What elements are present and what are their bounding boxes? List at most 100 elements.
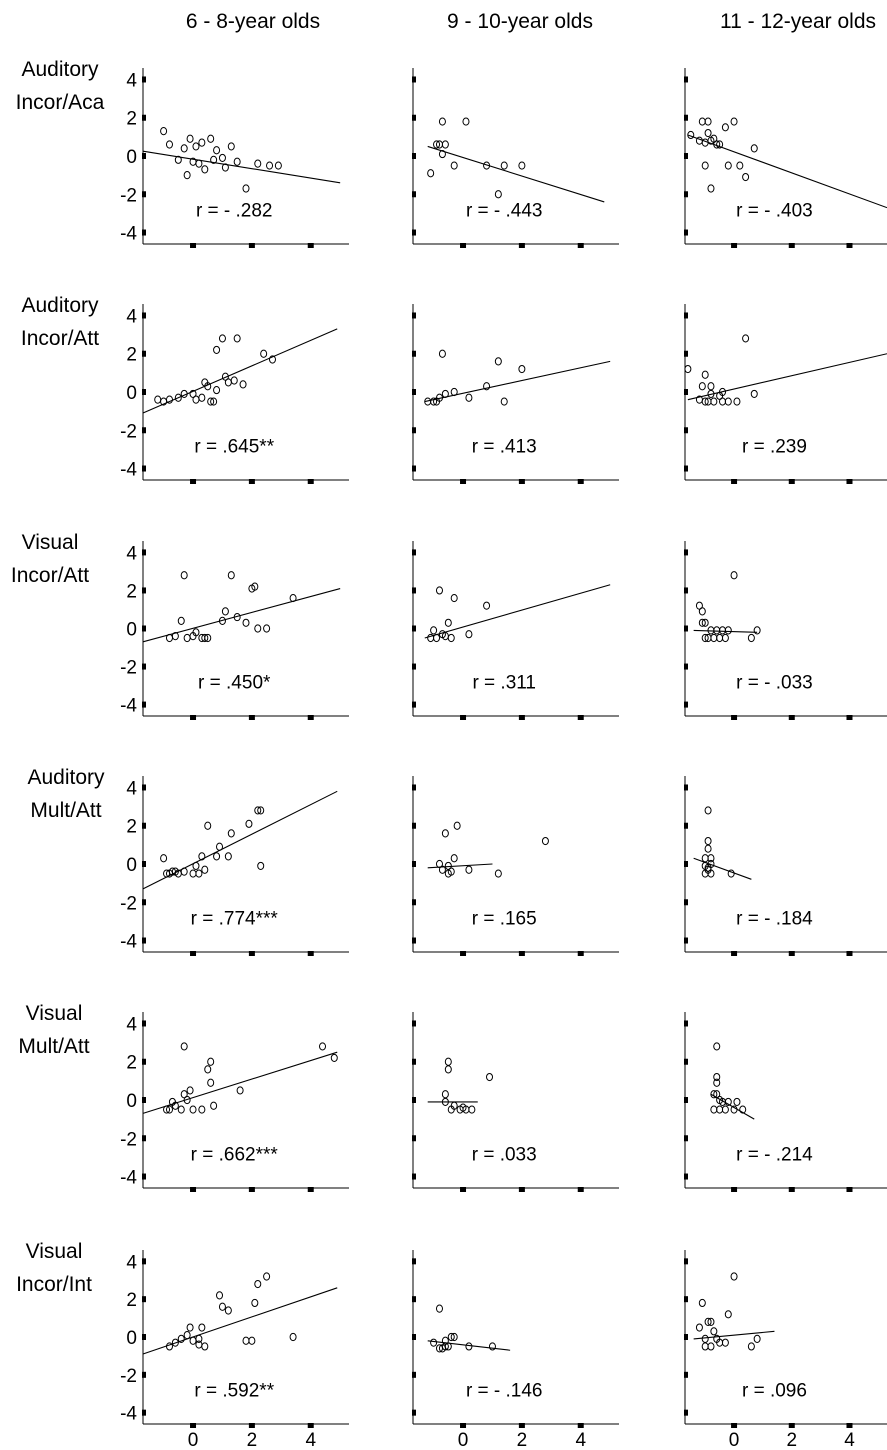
- y-tick: [142, 701, 146, 708]
- y-tick: [142, 822, 146, 829]
- y-tick: [684, 191, 688, 198]
- data-point: [204, 1065, 212, 1074]
- x-tick: [460, 1423, 467, 1428]
- data-point: [189, 1336, 197, 1345]
- data-point: [165, 633, 173, 643]
- x-tick: [307, 1423, 314, 1428]
- data-point: [433, 140, 441, 149]
- correlation-label: r = - .214: [736, 1144, 813, 1165]
- y-tick: [142, 899, 146, 906]
- data-point: [254, 1279, 262, 1289]
- y-tick: [684, 1334, 688, 1340]
- y-tick-label: 4: [126, 1252, 137, 1273]
- x-tick: [577, 1423, 584, 1428]
- data-point: [450, 1101, 458, 1110]
- column-title: 6 - 8-year olds: [186, 10, 320, 33]
- y-tick: [142, 465, 146, 472]
- data-point: [289, 1332, 297, 1342]
- x-tick: [846, 1423, 853, 1428]
- data-point: [736, 161, 744, 170]
- data-point: [233, 334, 241, 343]
- y-tick: [684, 663, 688, 670]
- scatter-panel: r = .311: [412, 541, 619, 720]
- data-point: [186, 1086, 194, 1095]
- row-label: Auditory: [27, 766, 105, 789]
- x-tick: [248, 951, 255, 956]
- data-point: [192, 395, 200, 404]
- y-tick-label: -2: [120, 658, 137, 679]
- y-tick-label: -2: [120, 1129, 137, 1150]
- y-tick: [142, 549, 146, 556]
- data-point: [441, 1342, 449, 1351]
- data-point: [724, 1310, 732, 1319]
- y-tick: [142, 1296, 146, 1303]
- data-point: [713, 1078, 721, 1087]
- data-point: [218, 334, 226, 343]
- y-tick: [684, 1371, 688, 1378]
- regression-line: [687, 134, 887, 209]
- regression-line: [693, 1330, 775, 1340]
- data-point: [730, 1105, 738, 1114]
- x-tick: [518, 1423, 525, 1428]
- y-tick-label: 2: [126, 345, 137, 366]
- data-point: [695, 1323, 703, 1332]
- x-tick-label: 0: [729, 1430, 740, 1450]
- y-tick: [684, 350, 688, 357]
- correlation-label: r = .592**: [194, 1381, 274, 1402]
- data-point: [260, 349, 268, 358]
- y-tick: [412, 663, 416, 670]
- data-point: [198, 393, 206, 402]
- y-tick: [142, 1409, 146, 1416]
- data-point: [462, 117, 470, 126]
- data-point: [721, 123, 729, 132]
- data-point: [701, 1342, 709, 1351]
- data-point: [441, 829, 449, 838]
- data-point: [274, 161, 282, 170]
- y-tick: [412, 1173, 416, 1180]
- data-point: [248, 1336, 256, 1345]
- y-tick: [684, 1097, 688, 1103]
- data-point: [213, 852, 221, 861]
- y-tick-label: -2: [120, 1366, 137, 1387]
- y-tick: [684, 937, 688, 944]
- data-point: [198, 1323, 206, 1332]
- y-tick-label: -4: [120, 1404, 137, 1425]
- y-tick: [684, 701, 688, 708]
- x-tick-label: 4: [844, 1430, 855, 1450]
- data-point: [701, 370, 709, 379]
- y-tick: [412, 229, 416, 236]
- y-tick: [412, 784, 416, 791]
- data-point: [165, 1105, 173, 1114]
- data-point: [465, 393, 473, 402]
- y-tick: [412, 1296, 416, 1303]
- data-point: [183, 1331, 191, 1340]
- data-point: [684, 364, 692, 374]
- data-point: [224, 378, 232, 387]
- y-tick-label: 4: [126, 70, 137, 91]
- data-point: [427, 633, 435, 643]
- x-tick: [518, 479, 525, 484]
- y-tick: [142, 1097, 146, 1103]
- y-tick: [412, 191, 416, 198]
- data-point: [721, 1105, 729, 1114]
- x-tick: [248, 1187, 255, 1192]
- data-point: [242, 1336, 250, 1345]
- data-point: [707, 389, 715, 399]
- data-point: [704, 863, 712, 872]
- data-point: [716, 633, 724, 643]
- data-point: [430, 626, 438, 635]
- data-point: [254, 624, 262, 633]
- y-tick-label: -4: [120, 460, 137, 481]
- data-point: [494, 357, 502, 366]
- y-tick: [142, 861, 146, 867]
- row-label: Visual: [26, 1002, 83, 1025]
- data-point: [710, 1105, 718, 1114]
- x-tick: [460, 951, 467, 956]
- y-tick-label: -4: [120, 224, 137, 245]
- data-point: [687, 130, 695, 140]
- data-point: [742, 172, 750, 182]
- data-point: [450, 387, 458, 397]
- data-point: [251, 582, 259, 591]
- data-point: [230, 376, 238, 385]
